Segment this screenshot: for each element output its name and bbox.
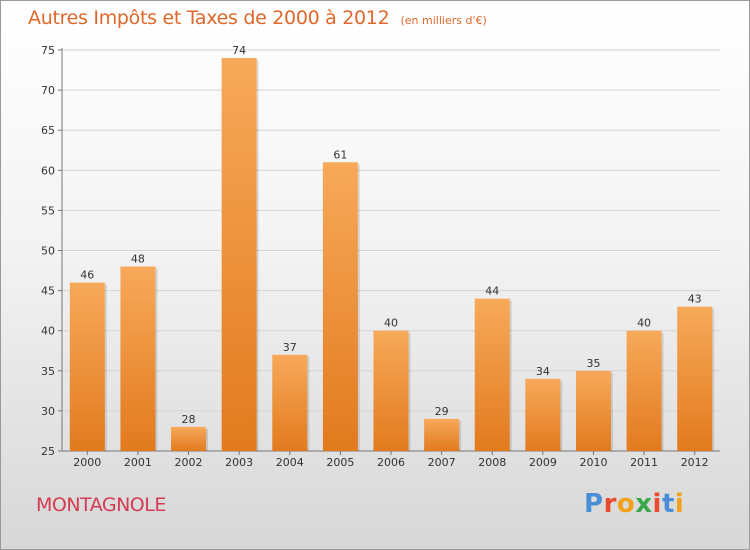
y-tick-label: 65	[41, 124, 55, 137]
data-label: 37	[283, 341, 297, 354]
bar	[525, 378, 561, 451]
bar	[171, 426, 207, 451]
x-tick-label: 2005	[326, 456, 354, 469]
bar	[373, 330, 409, 451]
data-label: 35	[586, 357, 600, 370]
y-tick-label: 55	[41, 204, 55, 217]
chart-title: Autres Impôts et Taxes de 2000 à 2012	[28, 7, 390, 29]
logo-letter: r	[603, 489, 617, 519]
logo-letter: x	[635, 489, 653, 519]
y-tick-label: 45	[41, 285, 55, 298]
x-tick-label: 2004	[276, 456, 304, 469]
y-tick-label: 30	[41, 405, 55, 418]
x-tick-label: 2008	[478, 456, 506, 469]
data-label: 40	[384, 317, 398, 330]
logo-letter: P	[584, 489, 604, 519]
y-tick-label: 40	[41, 325, 55, 338]
x-tick-label: 2010	[579, 456, 607, 469]
bar	[69, 282, 105, 451]
y-tick-label: 75	[41, 44, 55, 57]
x-tick-label: 2012	[681, 456, 709, 469]
chart-subtitle: (en milliers d'€)	[400, 14, 487, 27]
proxiti-logo: Proxiti	[584, 489, 684, 519]
y-tick-label: 50	[41, 245, 55, 258]
logo-letter: i	[652, 489, 662, 519]
y-tick-label: 70	[41, 84, 55, 97]
data-label: 44	[485, 285, 499, 298]
data-label: 28	[182, 413, 196, 426]
x-tick-label: 2011	[630, 456, 658, 469]
bar	[322, 162, 358, 451]
x-tick-label: 2003	[225, 456, 253, 469]
data-label: 46	[80, 269, 94, 282]
y-tick-label: 25	[41, 445, 55, 458]
bar	[677, 306, 713, 451]
x-tick-label: 2009	[529, 456, 557, 469]
data-label: 48	[131, 253, 145, 266]
logo-letter: t	[661, 489, 675, 519]
y-tick-label: 60	[41, 164, 55, 177]
data-label: 40	[637, 317, 651, 330]
bar	[626, 330, 662, 451]
bar	[221, 58, 257, 452]
x-tick-label: 2002	[175, 456, 203, 469]
x-tick-label: 2007	[428, 456, 456, 469]
chart-title-block: Autres Impôts et Taxes de 2000 à 2012 (e…	[28, 7, 487, 29]
x-tick-label: 2006	[377, 456, 405, 469]
logo-letter: i	[674, 489, 685, 519]
x-tick-label: 2001	[124, 456, 152, 469]
data-label: 34	[536, 365, 550, 378]
bar	[120, 266, 156, 451]
data-label: 74	[232, 44, 246, 57]
bar	[575, 370, 611, 451]
x-tick-label: 2000	[73, 456, 101, 469]
data-label: 29	[435, 405, 449, 418]
bar	[424, 418, 460, 451]
y-tick-label: 35	[41, 365, 55, 378]
data-label: 61	[333, 148, 347, 161]
data-label: 43	[688, 293, 702, 306]
logo-letter: o	[616, 489, 636, 519]
bar	[474, 298, 510, 451]
commune-name: MONTAGNOLE	[36, 494, 166, 516]
bar	[272, 354, 308, 451]
